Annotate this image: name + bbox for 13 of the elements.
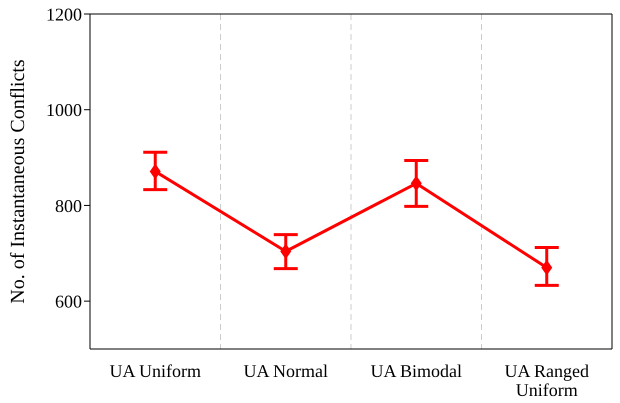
point bbox=[541, 260, 552, 276]
point bbox=[280, 244, 292, 259]
point bbox=[410, 176, 422, 191]
x-tick-label: UA Normal bbox=[244, 361, 328, 381]
y-tick-label: 800 bbox=[55, 196, 82, 216]
x-tick-label: UA Bimodal bbox=[370, 361, 462, 381]
y-tick-label: 600 bbox=[55, 292, 82, 312]
y-tick-label: 1000 bbox=[46, 100, 82, 120]
y-tick-label: 1200 bbox=[46, 4, 82, 24]
y-axis-title: No. of Instantaneous Conflicts bbox=[7, 59, 29, 304]
x-tick-label: UA Uniform bbox=[110, 361, 201, 381]
x-tick-label: UA Ranged Uniform bbox=[504, 361, 589, 400]
point bbox=[150, 164, 161, 179]
